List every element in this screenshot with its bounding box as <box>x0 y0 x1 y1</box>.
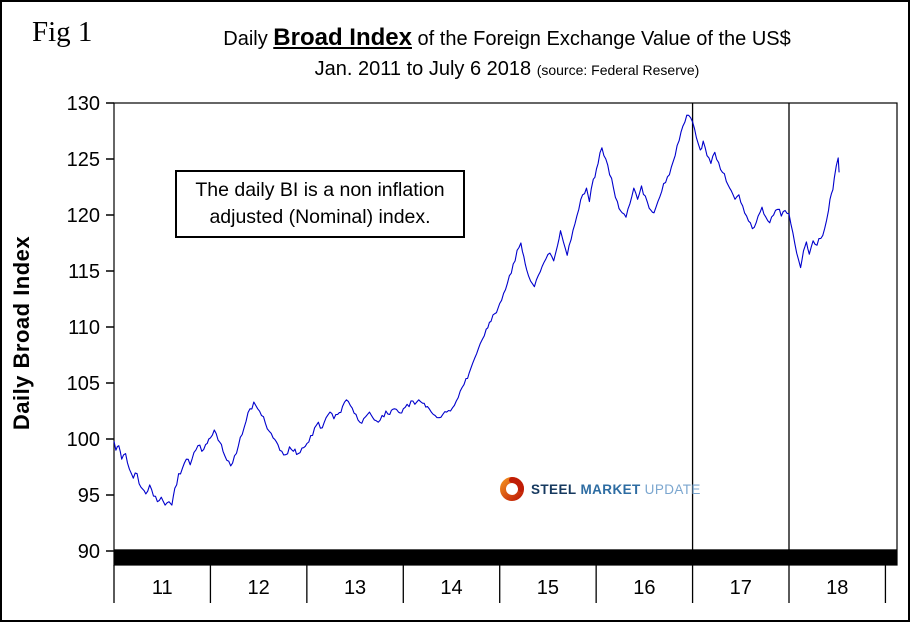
logo-word-market: MARKET <box>580 481 641 497</box>
axis-floor-bar <box>114 549 897 565</box>
x-axis-tick-label: 15 <box>537 577 559 599</box>
chart-subtitle: Jan. 2011 to July 6 2018 (source: Federa… <box>112 58 902 81</box>
x-axis-tick-label: 11 <box>152 577 173 599</box>
y-axis-tick-label: 90 <box>78 541 100 563</box>
y-axis-tick-label: 110 <box>68 317 100 339</box>
figure-number-label: Fig 1 <box>32 16 93 48</box>
x-axis-tick-label: 18 <box>826 577 848 599</box>
chart-subtitle-range: Jan. 2011 to July 6 2018 <box>314 58 537 80</box>
x-axis-tick-label: 17 <box>730 577 752 599</box>
annotation-line1: The daily BI is a non inflation <box>195 179 445 201</box>
y-axis-tick-label: 115 <box>68 261 100 283</box>
logo-swirl-icon <box>500 477 524 501</box>
y-axis-tick-label: 95 <box>78 485 100 507</box>
annotation-line2: adjusted (Nominal) index. <box>209 206 431 228</box>
x-axis-tick-label: 14 <box>440 577 462 599</box>
x-axis-tick-label: 16 <box>633 577 655 599</box>
chart-source-note: (source: Federal Reserve) <box>536 62 700 78</box>
chart-title-emphasis: Broad Index <box>273 24 412 51</box>
chart-title: Daily Broad Index of the Foreign Exchang… <box>112 24 902 52</box>
y-axis-tick-label: 100 <box>67 429 100 451</box>
x-axis-tick-label: 12 <box>248 577 270 599</box>
y-axis-tick-label: 105 <box>67 373 100 395</box>
logo-word-steel: STEEL <box>531 481 577 497</box>
steel-market-update-logo: STEEL MARKET UPDATE <box>499 476 701 502</box>
y-axis-tick-label: 125 <box>67 149 100 171</box>
logo-word-update: UPDATE <box>644 481 701 497</box>
y-axis-tick-label: 120 <box>67 205 100 227</box>
y-axis-tick-label: 130 <box>67 93 100 115</box>
x-axis-tick-label: 13 <box>344 577 366 599</box>
chart-title-suffix: of the Foreign Exchange Value of the US$ <box>411 28 791 50</box>
annotation-box: The daily BI is a non inflation adjusted… <box>175 170 465 238</box>
broad-index-line-series <box>113 114 840 506</box>
chart-title-prefix: Daily <box>223 28 274 50</box>
